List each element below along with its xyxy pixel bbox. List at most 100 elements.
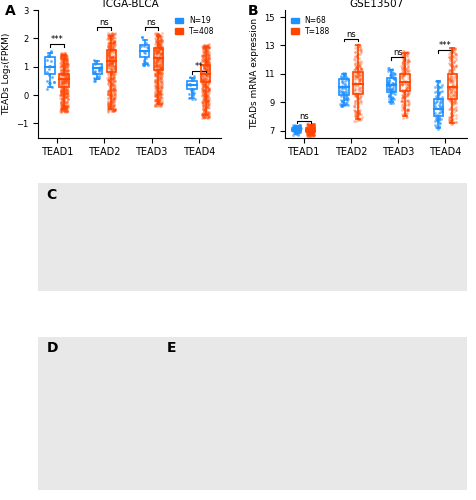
Point [63, 86, 71, 94]
Point [388, 79, 396, 87]
Point [386, 84, 394, 92]
Point [397, 94, 405, 102]
Point [399, 68, 407, 76]
Point [59, 63, 67, 71]
Point [152, 90, 160, 98]
Point [305, 130, 312, 138]
Point [62, 70, 70, 78]
Point [108, 59, 115, 67]
Point [106, 104, 113, 112]
Point [404, 56, 411, 64]
Point [151, 66, 159, 74]
Point [155, 40, 163, 48]
Point [103, 74, 111, 82]
Point [350, 102, 357, 110]
Point [62, 76, 70, 84]
Point [104, 34, 112, 42]
Point [60, 92, 67, 100]
Point [198, 44, 206, 52]
Point [62, 92, 70, 100]
Point [60, 102, 67, 110]
Point [354, 116, 361, 124]
Point [305, 130, 313, 138]
Point [451, 106, 459, 114]
Point [110, 54, 118, 62]
Point [204, 52, 211, 60]
Point [397, 74, 405, 82]
Point [56, 72, 64, 80]
Point [350, 116, 357, 124]
Point [60, 97, 68, 105]
Point [158, 94, 166, 102]
Point [202, 104, 210, 112]
Point [106, 92, 114, 100]
Point [154, 62, 162, 70]
Point [59, 101, 67, 109]
Point [446, 92, 453, 100]
Point [59, 69, 67, 77]
Point [357, 57, 364, 65]
Point [201, 91, 208, 99]
Point [111, 94, 119, 102]
Point [108, 99, 116, 107]
Point [398, 66, 406, 74]
Point [142, 54, 150, 62]
Point [356, 77, 363, 85]
Point [447, 45, 455, 53]
Point [59, 49, 66, 57]
Point [388, 80, 396, 88]
Bar [446, 74, 456, 100]
Point [105, 78, 112, 86]
Point [155, 68, 162, 76]
Point [203, 46, 210, 54]
Point [355, 58, 362, 66]
Point [446, 110, 454, 118]
Point [446, 66, 453, 74]
Point [57, 104, 65, 112]
Point [105, 36, 113, 44]
Bar [305, 128, 315, 132]
Point [309, 120, 317, 128]
Point [436, 99, 443, 107]
Point [400, 80, 407, 88]
Point [353, 93, 360, 101]
Point [292, 122, 300, 130]
Point [109, 106, 117, 114]
Point [202, 42, 209, 50]
Point [385, 76, 392, 84]
Point [155, 88, 162, 96]
Point [446, 45, 453, 53]
Point [107, 101, 114, 109]
Point [200, 74, 208, 82]
Point [351, 108, 358, 116]
Point [201, 99, 209, 107]
Point [153, 94, 160, 102]
Point [157, 68, 164, 76]
Point [304, 132, 312, 140]
Point [104, 56, 111, 64]
Point [404, 100, 412, 108]
Point [303, 126, 310, 134]
Point [59, 66, 67, 74]
Point [202, 47, 210, 55]
Point [352, 90, 360, 98]
Point [158, 50, 165, 58]
Point [398, 52, 406, 60]
Point [109, 98, 117, 106]
Point [446, 110, 454, 118]
Point [156, 83, 163, 91]
Point [60, 55, 67, 63]
Point [57, 52, 65, 60]
Point [446, 78, 453, 86]
Point [58, 102, 65, 110]
Point [63, 106, 71, 114]
Point [108, 32, 115, 40]
Point [307, 130, 315, 138]
Point [202, 60, 209, 68]
Point [61, 56, 69, 64]
Point [157, 74, 165, 82]
Point [449, 96, 457, 104]
Point [111, 40, 119, 48]
Point [308, 130, 316, 138]
Point [61, 76, 69, 84]
